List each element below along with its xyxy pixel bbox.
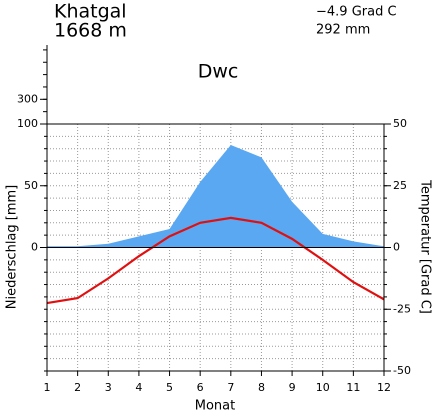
y-tick-label: 100 <box>17 117 38 130</box>
y2-tick-label: -25 <box>393 302 411 315</box>
x-tick-label: 12 <box>377 381 391 394</box>
y2-axis-label: Temperatur [Grad C] <box>418 179 433 314</box>
x-tick-label: 4 <box>135 381 142 394</box>
y-tick-label: 300 <box>17 92 38 105</box>
y2-tick-label: 50 <box>393 117 407 130</box>
x-tick-label: 11 <box>346 381 360 394</box>
x-tick-label: 1 <box>44 381 51 394</box>
y-axis-label: Niederschlag [mm] <box>5 185 20 310</box>
elevation: 1668 m <box>54 20 127 42</box>
station: Khatgal <box>54 1 127 23</box>
y-tick-label: 0 <box>31 241 38 254</box>
annual-precipitation: 292 mm <box>316 23 370 38</box>
temperature-line <box>46 216 385 305</box>
climate-class: Dwc <box>198 61 239 83</box>
x-tick-label: 9 <box>289 381 296 394</box>
x-tick-label: 10 <box>316 381 330 394</box>
y2-tick-label: 25 <box>393 179 407 192</box>
x-tick-label: 7 <box>227 381 234 394</box>
y-tick-label: 50 <box>24 179 38 192</box>
x-tick-label: 6 <box>197 381 204 394</box>
x-tick-label: 8 <box>258 381 265 394</box>
x-tick-label: 5 <box>166 381 173 394</box>
y2-tick-label: -50 <box>393 364 411 377</box>
x-axis-label: Monat <box>195 399 235 414</box>
y2-tick-label: 0 <box>393 241 400 254</box>
x-tick-label: 2 <box>74 381 81 394</box>
precipitation-area <box>47 144 384 248</box>
mean-temperature: −4.9 Grad C <box>316 5 397 20</box>
x-tick-label: 3 <box>105 381 112 394</box>
